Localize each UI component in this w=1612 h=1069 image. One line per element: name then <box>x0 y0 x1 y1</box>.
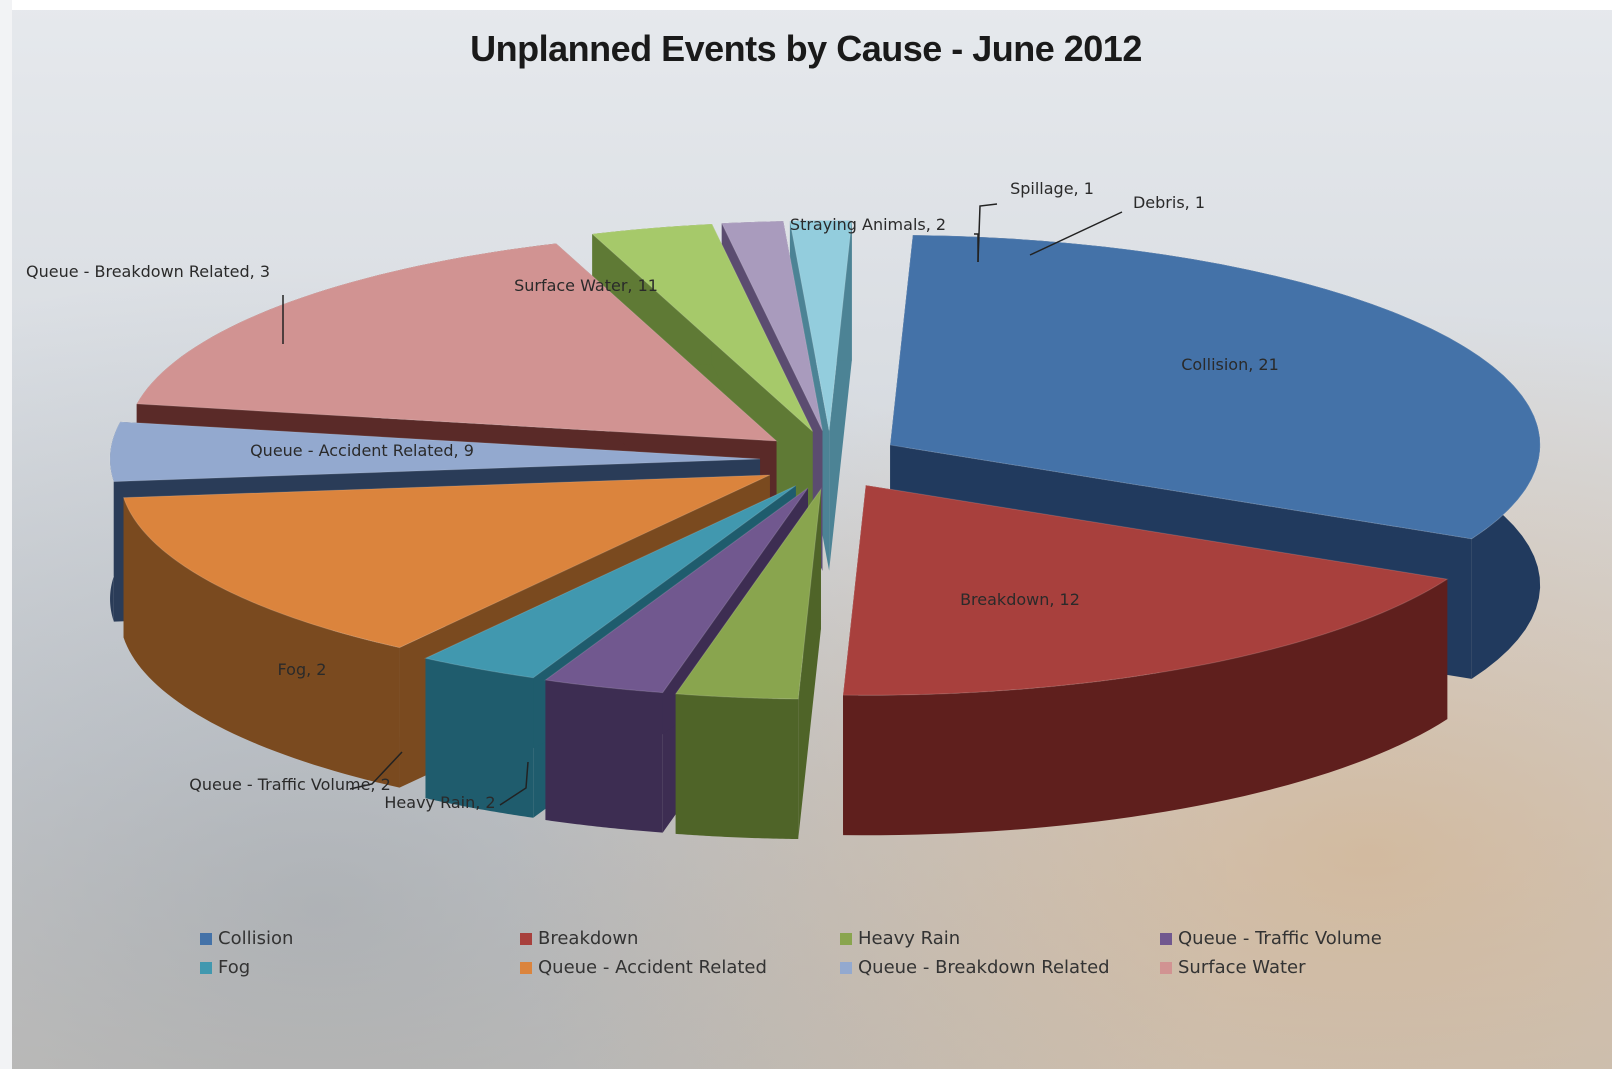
legend-swatch <box>200 961 212 974</box>
top-border <box>0 0 1612 10</box>
legend-swatch <box>840 932 852 945</box>
legend-label: Queue - Accident Related <box>538 957 767 978</box>
slice-breakdown <box>842 484 1449 696</box>
legend-swatch <box>840 961 852 974</box>
leader-line <box>499 761 529 806</box>
slice-outer-wall <box>425 658 534 818</box>
data-label: Straying Animals, 2 <box>790 215 946 234</box>
legend-label: Heavy Rain <box>858 928 961 949</box>
legend-swatch <box>200 932 212 945</box>
leader-line <box>1029 211 1123 256</box>
slice-straying-animals <box>591 223 814 432</box>
slice-fog <box>423 485 797 679</box>
legend-item: Heavy Rain <box>840 928 1160 949</box>
slice-queue-traffic-volume <box>544 487 809 694</box>
legend-swatch <box>520 932 532 945</box>
leader-line <box>349 751 403 790</box>
slice-queue-accident-related <box>122 474 771 649</box>
slice-queue-breakdown-related <box>109 421 761 483</box>
chart-title: Unplanned Events by Cause - June 2012 <box>470 28 1142 69</box>
legend-label: Queue - Breakdown Related <box>858 957 1110 978</box>
slice-heavy-rain <box>674 487 822 700</box>
data-label: Queue - Traffic Volume, 2 <box>189 775 391 794</box>
data-label: Queue - Accident Related, 9 <box>250 441 474 460</box>
legend-swatch <box>1160 932 1172 945</box>
legend-swatch <box>520 961 532 974</box>
chart-legend: Collision Breakdown Heavy Rain Queue - Traf… <box>200 928 1440 978</box>
legend-label: Queue - Traffic Volume <box>1178 928 1382 949</box>
data-label: Collision, 21 <box>1181 355 1279 374</box>
slice-outer-wall <box>675 693 799 840</box>
data-label: Breakdown, 12 <box>960 590 1080 609</box>
legend-item: Surface Water <box>1160 957 1440 978</box>
slice-outer-wall <box>843 579 1448 836</box>
slice-surface-water <box>135 242 778 442</box>
legend-item: Queue - Accident Related <box>520 957 840 978</box>
legend-label: Breakdown <box>538 928 639 949</box>
data-label: Heavy Rain, 2 <box>384 793 495 812</box>
legend-swatch <box>1160 961 1172 974</box>
leader-line <box>977 203 998 263</box>
leader-lines <box>282 203 1123 806</box>
data-label: Queue - Breakdown Related, 3 <box>26 262 270 281</box>
legend-item: Collision <box>200 928 520 949</box>
legend-label: Collision <box>218 928 294 949</box>
data-label: Surface Water, 11 <box>514 276 658 295</box>
legend-item: Queue - Traffic Volume <box>1160 928 1440 949</box>
data-label: Debris, 1 <box>1133 193 1205 212</box>
legend-item: Fog <box>200 957 520 978</box>
slice-collision <box>889 234 1541 540</box>
slice-spillage <box>721 220 823 431</box>
legend-item: Breakdown <box>520 928 840 949</box>
data-label: Spillage, 1 <box>1010 179 1094 198</box>
pie-top-layer <box>109 220 1541 700</box>
legend-item: Queue - Breakdown Related <box>840 957 1160 978</box>
slice-debris <box>789 220 853 431</box>
legend-label: Fog <box>218 957 251 978</box>
slice-outer-wall <box>545 680 663 833</box>
slice-outer-wall <box>123 497 400 788</box>
data-label: Fog, 2 <box>278 660 327 679</box>
left-border <box>0 0 12 1069</box>
legend-label: Surface Water <box>1178 957 1306 978</box>
